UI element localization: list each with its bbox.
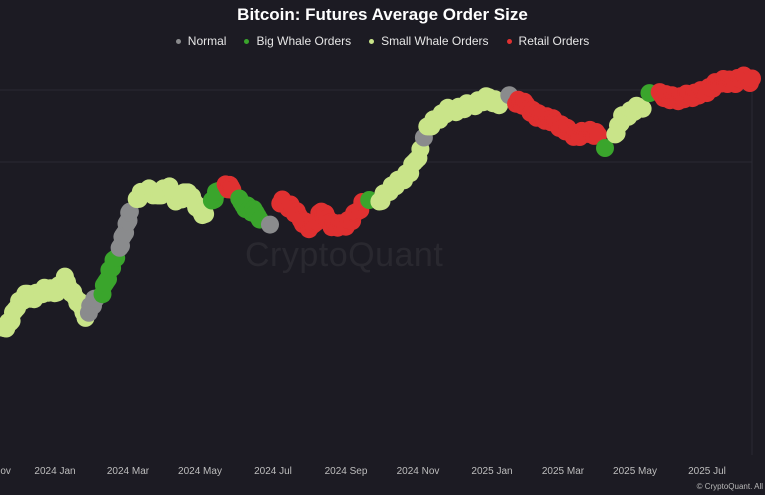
chart-title: Bitcoin: Futures Average Order Size — [237, 5, 528, 24]
legend-item-retail[interactable]: Retail Orders — [506, 34, 590, 48]
x-tick-label: 2024 Sep — [325, 466, 368, 477]
data-point-big-whale-orders — [596, 139, 614, 157]
legend-label-retail: Retail Orders — [518, 34, 590, 48]
data-point-normal — [261, 215, 279, 234]
x-tick-label: 2024 Jan — [34, 466, 75, 477]
data-point-small-whale-orders — [633, 99, 652, 118]
x-tick-label: Nov — [0, 466, 11, 477]
data-points — [0, 66, 761, 338]
legend-item-normal[interactable]: Normal — [175, 34, 227, 48]
watermark: CryptoQuant — [245, 236, 444, 274]
x-tick-label: 2024 May — [178, 466, 222, 477]
x-tick-label: 2025 May — [613, 466, 657, 477]
legend-dot-big-whale — [244, 38, 250, 44]
data-point-small-whale-orders — [196, 205, 215, 224]
legend-item-small-whale[interactable]: Small Whale Orders — [369, 34, 489, 48]
legend: Normal Big Whale Orders Small Whale Orde… — [0, 34, 765, 48]
legend-label-small-whale: Small Whale Orders — [381, 34, 489, 48]
copyright-text: © CryptoQuant. All — [696, 482, 763, 491]
x-axis-ticks: Nov 2024 Jan 2024 Mar 2024 May 2024 Jul 2024 … — [0, 466, 726, 477]
x-tick-label: 2024 Nov — [397, 466, 440, 477]
x-tick-label: 2024 Jul — [254, 466, 292, 477]
gridlines — [0, 70, 753, 455]
legend-dot-small-whale — [369, 38, 375, 44]
data-point-retail-orders — [743, 69, 761, 88]
legend-label-normal: Normal — [187, 34, 227, 48]
legend-label-big-whale: Big Whale Orders — [256, 34, 352, 48]
legend-dot-retail — [506, 38, 512, 44]
legend-item-big-whale[interactable]: Big Whale Orders — [244, 34, 351, 48]
x-tick-label: 2024 Mar — [107, 466, 150, 477]
x-tick-label: 2025 Jan — [471, 466, 512, 477]
legend-dot-normal — [175, 38, 181, 44]
x-tick-label: 2025 Mar — [542, 466, 585, 477]
x-tick-label: 2025 Jul — [688, 466, 726, 477]
